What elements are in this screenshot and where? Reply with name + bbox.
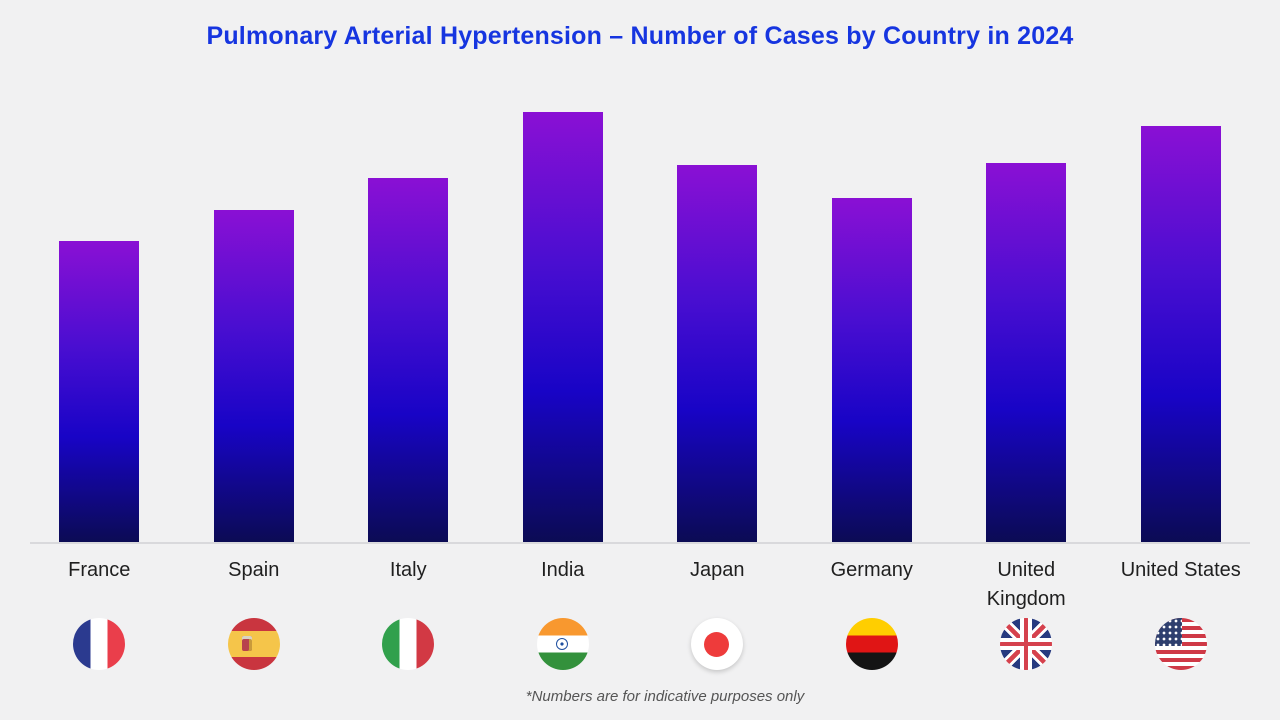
country-label-india: India — [541, 559, 585, 581]
bar-column-usa — [1104, 80, 1259, 542]
germany-flag-icon — [845, 618, 898, 670]
bar-italy — [368, 178, 449, 542]
japan-flag-icon — [691, 618, 744, 670]
bar-germany — [831, 198, 912, 542]
bar-france — [59, 241, 140, 542]
bar-column-france — [22, 80, 177, 542]
chart-title: Pulmonary Arterial Hypertension – Number… — [206, 22, 1074, 50]
country-label-germany: Germany — [830, 559, 913, 581]
labels-row: France Spain Italy India Japan Germany United … — [22, 556, 1258, 614]
bar-usa — [1140, 126, 1221, 542]
bar-column-germany — [795, 80, 950, 542]
bar-column-india — [486, 80, 641, 542]
country-label-italy: Italy — [389, 559, 427, 581]
bar-column-spain — [177, 80, 332, 542]
country-label-usa: United States — [1120, 559, 1241, 581]
bar-column-uk — [949, 80, 1104, 542]
france-flag-icon — [73, 618, 126, 670]
flags-row — [22, 618, 1258, 670]
bar-column-japan — [640, 80, 795, 542]
bars-row — [22, 80, 1258, 542]
india-flag-icon — [536, 618, 589, 670]
usa-flag-icon — [1154, 618, 1207, 670]
bar-india — [522, 112, 603, 542]
bar-column-italy — [331, 80, 486, 542]
country-label-uk: United Kingdom — [986, 559, 1066, 610]
italy-flag-icon — [382, 618, 435, 670]
bar-japan — [677, 165, 758, 542]
x-axis-line — [30, 542, 1250, 544]
uk-flag-icon — [1000, 618, 1053, 670]
footnote: *Numbers are for indicative purposes onl… — [525, 688, 805, 705]
bar-spain — [213, 210, 294, 542]
bar-uk — [986, 163, 1067, 542]
spain-flag-icon — [227, 618, 280, 670]
country-label-japan: Japan — [690, 559, 745, 581]
country-label-france: France — [68, 559, 131, 581]
country-label-spain: Spain — [228, 559, 280, 581]
